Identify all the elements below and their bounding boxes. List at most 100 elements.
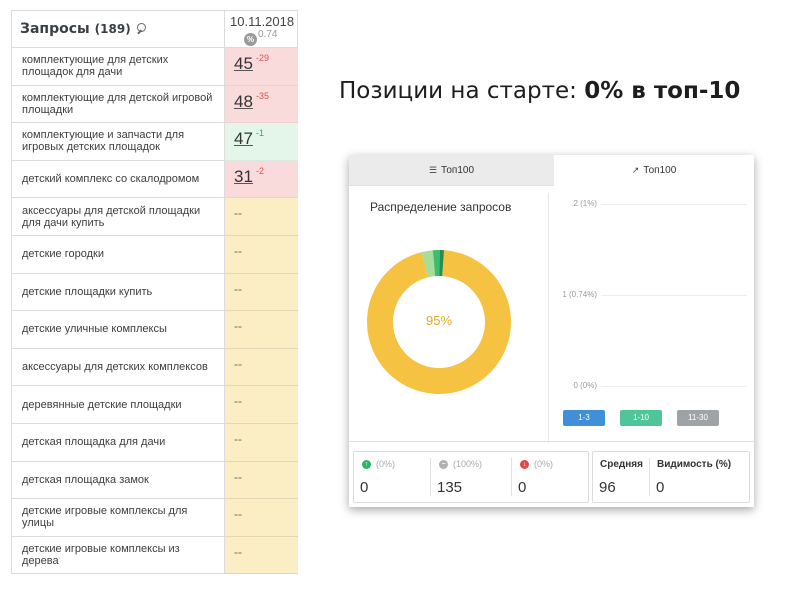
table-row[interactable]: детские уличные комплексы -- (11, 311, 298, 349)
tab-label: Топ100 (643, 165, 677, 176)
query-text: детские игровые комплексы из дерева (11, 536, 224, 575)
position-value[interactable]: 31 (234, 166, 253, 186)
gridline (601, 386, 747, 387)
minus-icon: − (439, 459, 448, 469)
percent-icon[interactable]: % (244, 33, 257, 46)
layers-icon: ☰ (428, 164, 438, 175)
tab-top100-trend[interactable]: ↗ Топ100 (554, 155, 754, 186)
table-row[interactable]: комплектующие для детских площадок для д… (11, 48, 298, 86)
stat-average: Средняя 96 (593, 452, 649, 502)
table-row[interactable]: комплектующие для детской игровой площад… (11, 85, 298, 124)
query-text: аксессуары для детских комплексов (11, 348, 224, 387)
gridline (601, 204, 747, 205)
query-text: детская площадка для дачи (11, 423, 224, 462)
headline: Позиции на старте: 0% в топ-10 (339, 78, 740, 104)
search-icon[interactable] (136, 23, 148, 35)
position-value: -- (234, 356, 242, 371)
table-row[interactable]: детская площадка для дачи -- (11, 423, 298, 462)
divider (649, 458, 650, 496)
same-value: 135 (437, 479, 463, 496)
gridline (601, 295, 747, 296)
stat-same: − (100%) 135 (431, 452, 511, 502)
table-row[interactable]: детские площадки купить -- (11, 273, 298, 312)
stat-down: ↓ (0%) 0 (512, 452, 588, 502)
position-cell: -- (224, 536, 298, 575)
stats-widget: ☰ Топ100 ↗ Топ100 Распределение запросов… (349, 155, 754, 507)
date-header[interactable]: 10.11.2018 % 0.74 (224, 10, 298, 48)
date-label: 10.11.2018 (230, 14, 295, 29)
distribution-donut: 95% (367, 250, 511, 394)
same-percent: (100%) (453, 459, 483, 469)
position-cell: -- (224, 311, 298, 349)
table-row[interactable]: детские игровые комплексы из дерева -- (11, 536, 298, 575)
position-cell: -- (224, 348, 298, 387)
query-text: детский комплекс со скалодромом (11, 160, 224, 199)
position-cell: 45 -29 (224, 48, 298, 86)
arrow-up-icon: ↑ (362, 459, 371, 469)
headline-prefix: Позиции на старте: (339, 78, 585, 104)
legend-1-3[interactable]: 1-3 (563, 410, 605, 426)
queries-count: (189) (94, 22, 131, 36)
up-value: 0 (360, 479, 369, 496)
table-row[interactable]: детский комплекс со скалодромом 31 -2 (11, 160, 298, 199)
table-row[interactable]: детская площадка замок -- (11, 461, 298, 500)
table-row[interactable]: детские игровые комплексы для улицы -- (11, 499, 298, 537)
position-cell: 47 -1 (224, 123, 298, 161)
queries-header[interactable]: Запросы (189) (11, 10, 224, 48)
query-text: детские игровые комплексы для улицы (11, 499, 224, 537)
position-value: -- (234, 431, 242, 446)
queries-title: Запросы (20, 21, 90, 37)
stat-up: ↑ (0%) 0 (354, 452, 430, 502)
query-text: детские уличные комплексы (11, 311, 224, 349)
legend-11-30[interactable]: 11-30 (677, 410, 719, 426)
visibility-value: 0 (656, 479, 665, 496)
average-value: 96 (599, 479, 616, 496)
average-label: Средняя (600, 459, 643, 470)
panel-divider (548, 193, 549, 443)
table-body: комплектующие для детских площадок для д… (11, 48, 298, 575)
position-value[interactable]: 47 (234, 129, 253, 149)
query-text: комплектующие для детских площадок для д… (11, 48, 224, 86)
position-cell: -- (224, 423, 298, 462)
position-value: -- (234, 507, 242, 522)
position-cell: -- (224, 386, 298, 424)
arrow-down-icon: ↓ (520, 459, 529, 469)
tab-label: Топ100 (441, 164, 475, 176)
table-row[interactable]: детские городки -- (11, 235, 298, 274)
query-text: детская площадка замок (11, 461, 224, 500)
position-value[interactable]: 48 (234, 91, 253, 111)
tab-top100-distribution[interactable]: ☰ Топ100 (349, 155, 554, 186)
table-row[interactable]: деревянные детские площадки -- (11, 386, 298, 424)
table-row[interactable]: аксессуары для детской площадки для дачи… (11, 198, 298, 236)
summary-box: Средняя 96 Видимость (%) 0 (592, 451, 750, 503)
query-text: детские городки (11, 235, 224, 274)
widget-tabs: ☰ Топ100 ↗ Топ100 (349, 155, 754, 186)
donut-center-label: 95% (426, 313, 452, 328)
y-tick-bottom: 0 (0%) (573, 381, 597, 390)
position-change: -35 (256, 90, 270, 101)
divider (430, 458, 431, 496)
headline-bold: 0% в топ-10 (584, 78, 741, 104)
position-value: -- (234, 281, 242, 296)
position-cell: -- (224, 198, 298, 236)
query-text: комплектующие для детской игровой площад… (11, 85, 224, 124)
legend-1-10[interactable]: 1-10 (620, 410, 662, 426)
y-tick-top: 2 (1%) (573, 199, 597, 208)
distribution-title: Распределение запросов (370, 200, 512, 214)
position-value: -- (234, 206, 242, 221)
queries-table: Запросы (189) 10.11.2018 % 0.74 комплект… (11, 10, 298, 575)
position-cell: -- (224, 235, 298, 274)
table-row[interactable]: аксессуары для детских комплексов -- (11, 348, 298, 387)
y-tick-mid: 1 (0.74%) (562, 290, 597, 299)
table-row[interactable]: комплектующие и запчасти для игровых дет… (11, 123, 298, 161)
position-value[interactable]: 45 (234, 54, 253, 73)
position-change: -2 (256, 165, 265, 176)
down-value: 0 (518, 479, 527, 496)
stat-visibility: Видимость (%) 0 (650, 452, 750, 502)
section-divider (349, 441, 754, 442)
position-cell: 31 -2 (224, 160, 298, 199)
position-cell: -- (224, 499, 298, 537)
up-percent: (0%) (376, 459, 396, 469)
donut-segment[interactable] (367, 250, 511, 394)
